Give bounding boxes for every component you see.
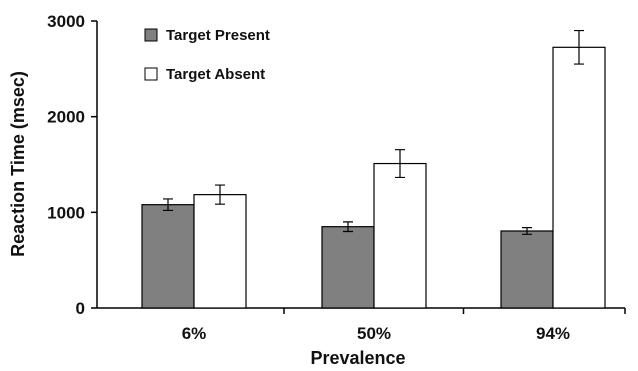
bars — [141, 46, 606, 309]
x-tick-label: 94% — [536, 324, 570, 343]
y-axis: 0 1000 2000 3000 — [47, 12, 98, 318]
bar-target-present-50pct — [321, 226, 375, 309]
bar-target-present-6pct — [141, 204, 195, 309]
x-axis-title: Prevalence — [310, 348, 405, 368]
y-tick-label: 3000 — [47, 12, 85, 31]
bar-target-absent-50pct — [373, 162, 427, 309]
error-bar — [215, 184, 225, 205]
legend: Target Present Target Absent — [144, 27, 270, 83]
error-bar — [395, 149, 405, 179]
x-tick-label: 6% — [182, 324, 207, 343]
x-axis: 6% 50% 94% — [97, 307, 626, 343]
x-tick-label: 50% — [357, 324, 391, 343]
y-axis-title: Reaction Time (msec) — [8, 71, 28, 257]
error-bar — [522, 227, 532, 235]
error-bar — [163, 198, 173, 212]
error-bar — [574, 29, 584, 65]
legend-swatch — [144, 67, 158, 81]
bar-target-present-94pct — [500, 230, 554, 309]
legend-label: Target Absent — [166, 66, 265, 83]
y-tick-label: 0 — [76, 299, 85, 318]
bar-target-absent-94pct — [552, 46, 606, 309]
error-bar — [343, 221, 353, 233]
legend-swatch — [144, 28, 158, 42]
y-tick-label: 1000 — [47, 203, 85, 222]
bar-target-absent-6pct — [193, 194, 247, 309]
error-bars — [163, 29, 584, 235]
legend-label: Target Present — [166, 27, 270, 44]
y-tick-label: 2000 — [47, 108, 85, 127]
